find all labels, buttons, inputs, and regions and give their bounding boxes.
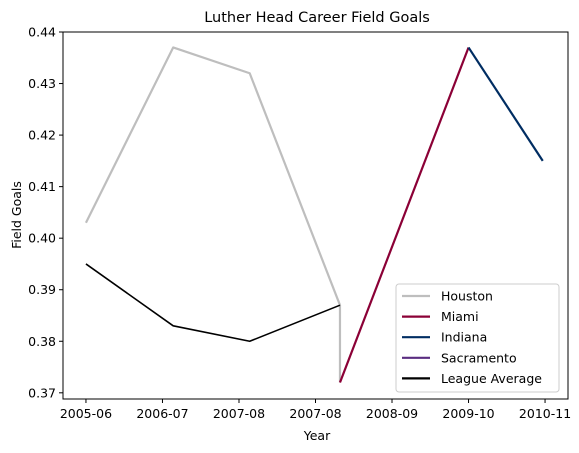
y-tick-label: 0.40 <box>28 231 56 246</box>
x-tick-label: 2010-11 <box>519 406 571 421</box>
plot-area: 0.37 0.38 0.39 0.40 0.41 0.42 0.43 0.44 2005-06 2… <box>28 25 571 422</box>
x-tick-label: 2008-09 <box>366 406 418 421</box>
y-tick-label: 0.37 <box>28 385 56 400</box>
y-tick-label: 0.38 <box>28 334 56 349</box>
y-tick-label: 0.39 <box>28 282 56 297</box>
legend: Houston Miami Indiana Sacramento League Aver… <box>395 283 560 393</box>
y-tick-label: 0.41 <box>28 179 56 194</box>
legend-label-miami: Miami <box>441 309 479 324</box>
plot-frame <box>62 31 569 400</box>
series-line-miami <box>338 47 470 383</box>
x-tick-label: 2006-07 <box>136 406 188 421</box>
y-axis-label: Field Goals <box>9 181 24 249</box>
series-line-league-average <box>85 263 341 343</box>
series-line-houston <box>84 46 342 383</box>
x-tick-label: 2005-06 <box>60 406 112 421</box>
y-tick-label: 0.42 <box>28 128 56 143</box>
x-tick-label: 2007-08 <box>289 406 341 421</box>
x-tick-label: 2009-10 <box>442 406 494 421</box>
chart-title: Luther Head Career Field Goals <box>204 10 430 26</box>
legend-label-league-average: League Average <box>441 371 542 386</box>
x-tick-label: 2007-08 <box>213 406 265 421</box>
legend-box <box>395 283 560 393</box>
x-axis-label: Year <box>303 428 331 443</box>
legend-label-sacramento: Sacramento <box>441 350 517 365</box>
series-line-indiana <box>467 46 544 162</box>
legend-label-indiana: Indiana <box>441 330 487 345</box>
y-tick-label: 0.43 <box>28 76 56 91</box>
y-tick-label: 0.44 <box>28 25 56 40</box>
legend-label-houston: Houston <box>441 289 493 304</box>
